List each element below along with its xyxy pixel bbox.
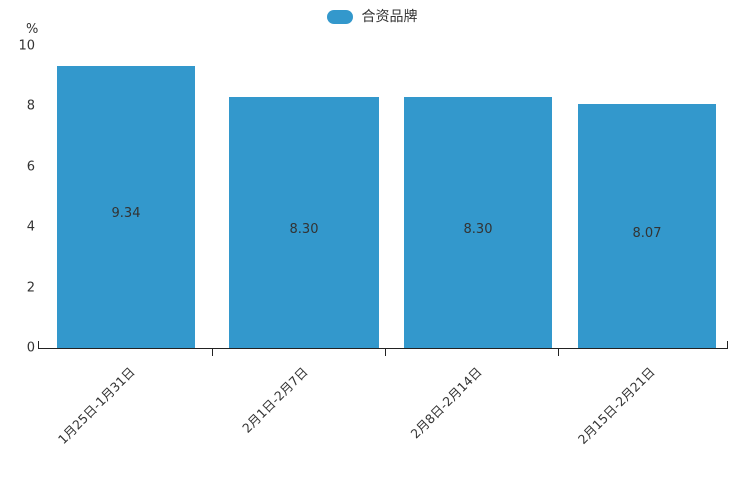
legend-item-0[interactable]: 合资品牌: [326, 9, 418, 25]
bar-1[interactable]: 8.30: [229, 97, 379, 348]
y-axis-tick-4: 4: [26, 219, 35, 235]
bar-value-label-1: 8.30: [289, 222, 319, 237]
y-axis-tick-8: 8: [26, 98, 35, 114]
x-axis-tick-2: [385, 349, 386, 356]
bar-2[interactable]: 8.30: [404, 97, 552, 348]
y-axis-unit-label: %: [26, 22, 39, 37]
x-axis-tick-1: [212, 349, 213, 356]
chart-legend: 合资品牌: [0, 7, 744, 27]
x-axis-tick-3: [558, 349, 559, 356]
legend-item-label: 合资品牌: [361, 9, 418, 25]
x-axis-start-cap: [38, 341, 39, 348]
x-axis-label-3: 2月15日-2月21日: [574, 364, 658, 448]
bar-value-label-2: 8.30: [463, 222, 493, 237]
bar-0[interactable]: 9.34: [57, 66, 195, 348]
y-axis-tick-0: 0: [26, 340, 35, 356]
plot-area: 9.34 8.30 8.30 8.07: [38, 46, 728, 348]
x-axis-label-2: 2月8日-2月14日: [407, 364, 485, 442]
x-axis-end-cap: [727, 341, 728, 348]
x-axis-label-1: 2月1日-2月7日: [239, 364, 311, 436]
bar-value-label-3: 8.07: [632, 226, 662, 241]
x-axis-label-0: 1月25日-1月31日: [54, 364, 138, 448]
y-axis-tick-2: 2: [26, 280, 35, 296]
y-axis-tick-labels: 10 8 6 4 2 0: [0, 0, 35, 496]
x-axis-line: [38, 348, 728, 349]
bar-3[interactable]: 8.07: [578, 104, 716, 348]
legend-swatch-icon: [326, 10, 353, 24]
bar-value-label-0: 9.34: [111, 206, 141, 221]
y-axis-tick-10: 10: [18, 38, 35, 54]
y-axis-tick-6: 6: [26, 159, 35, 175]
